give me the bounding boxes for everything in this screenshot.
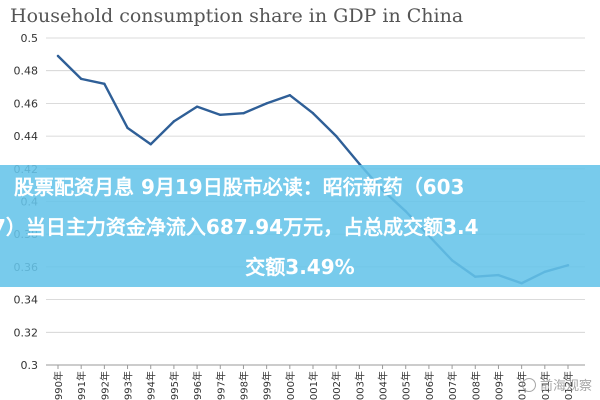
data-point [358,162,361,166]
data-point [311,112,315,115]
data-point [195,105,199,108]
y-tick-label: 0.32 [14,326,39,339]
headline-line-3: 交额3.49% [245,255,355,279]
x-tick-label: 1993年 [122,371,135,400]
x-tick-label: 1994年 [145,371,158,400]
x-tick-label: 1992年 [98,371,111,400]
x-axis-ticks: 1990年 1991年 1992年 1993年 1994年 1995年 1996年 1997年… [52,365,575,400]
headline-banner[interactable]: 股票配资月息 9月19日股市必读：昭衍新药（603 7）当日主力资金净流入687… [0,165,600,287]
x-tick-label: 2002年 [330,371,343,400]
x-tick-label: 1996年 [191,371,204,400]
x-tick-label: 2012年 [562,371,575,400]
y-tick-label: 0.5 [21,32,39,45]
x-tick-label: 1997年 [214,371,227,400]
x-tick-label: 2000年 [284,371,297,400]
data-point [56,54,60,58]
chart-title: Household consumption share in GDP in Ch… [10,5,463,27]
y-tick-label: 0.3 [21,359,39,372]
y-tick-label: 0.46 [14,97,39,110]
headline-line-2: 7）当日主力资金净流入687.94万元，占总成交额3.4 [0,215,479,239]
x-tick-label: 1999年 [261,371,274,400]
x-tick-label: 2007年 [446,371,459,400]
circle-icon [521,378,536,392]
headline-line-1: 股票配资月息 9月19日股市必读：昭衍新药（603 [14,175,465,199]
x-tick-label: 2009年 [492,371,505,400]
x-tick-label: 2001年 [307,371,320,400]
x-tick-label: 2011年 [539,371,552,400]
data-point [172,120,176,123]
data-point [126,126,129,130]
x-tick-label: 2006年 [423,371,436,400]
y-tick-label: 0.34 [14,294,39,307]
x-tick-label: 2004年 [377,371,390,400]
data-point [242,112,245,115]
x-tick-label: 2008年 [469,371,482,400]
watermark: 前海观察 [521,375,592,394]
data-point [334,134,338,138]
x-tick-label: 2005年 [400,371,413,400]
x-tick-label: 1991年 [75,371,88,400]
x-tick-label: 1998年 [237,371,250,400]
x-tick-label: 1995年 [168,371,181,400]
data-point [219,113,222,117]
data-point [288,94,292,97]
data-point [265,102,268,105]
data-point [79,77,83,81]
y-tick-label: 0.44 [14,130,39,143]
watermark-text: 前海观察 [539,379,592,394]
y-tick-label: 0.48 [14,65,39,78]
data-point [103,82,106,85]
x-tick-label: 2003年 [353,371,366,400]
data-point [149,143,152,146]
x-tick-label: 1990年 [52,371,65,400]
